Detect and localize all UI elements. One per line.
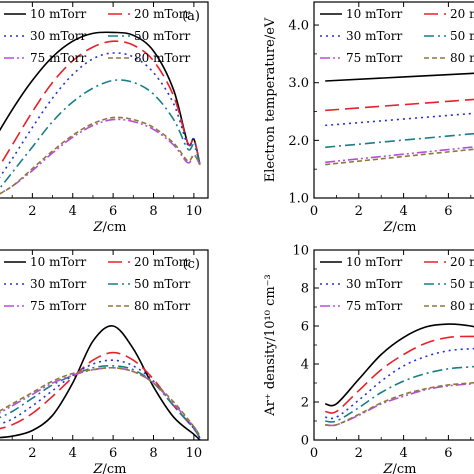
x-tick-label: 2 — [28, 204, 36, 219]
y-tick-label: 8 — [301, 282, 309, 297]
series-line-30-mtorr — [325, 347, 474, 420]
x-tick-label: 4 — [69, 446, 77, 461]
x-tick-label: 6 — [444, 204, 452, 219]
series-line-50-mtorr — [0, 365, 201, 439]
legend-label: 10 mTorr — [30, 7, 86, 21]
legend-label: 50 mT — [450, 277, 474, 291]
y-tick-label: 10 — [292, 244, 309, 259]
series-line-20-mtorr — [325, 335, 474, 414]
y-tick-label: 4 — [301, 358, 309, 373]
series-line-80-mtorr — [0, 116, 201, 195]
series-line-20-mtorr — [0, 40, 201, 167]
legend-label: 50 mTorr — [134, 29, 190, 43]
x-tick-label: 6 — [109, 204, 117, 219]
y-tick-label: 6 — [301, 320, 309, 335]
y-tick-label: 2.0 — [288, 134, 309, 149]
legend-label: 30 mTorr — [346, 277, 402, 291]
y-tick-label: 2 — [301, 396, 309, 411]
legend-label: 80 mTorr — [134, 299, 190, 313]
series-line-50-mtorr — [0, 79, 201, 190]
series-line-30-mtorr — [325, 112, 474, 127]
panel-tag: (a) — [182, 9, 200, 24]
series-line-50-mtorr — [325, 132, 474, 149]
x-tick-label: 0 — [310, 204, 318, 219]
legend-label: 80 mTorr — [450, 51, 474, 65]
y-tick-label: 4.0 — [288, 19, 309, 34]
series-line-75-mtorr — [0, 118, 201, 195]
series-line-80-mtorr — [325, 148, 474, 166]
series-group — [325, 323, 474, 427]
x-axis-title: Z/cm — [382, 220, 416, 235]
plot-frame — [0, 1, 209, 199]
series-line-10-mtorr — [325, 72, 474, 82]
series-line-30-mtorr — [0, 52, 201, 179]
series-group — [325, 72, 474, 166]
x-axis-title: Z/cm — [92, 462, 126, 474]
x-tick-label: 2 — [28, 446, 36, 461]
legend-label: 50 mTorr — [134, 277, 190, 291]
legend-label: 10 mTorr — [346, 255, 402, 269]
series-line-75-mtorr — [325, 146, 474, 164]
panel-d: 0 2 4 6 0 2 4 6 8 10 10 mTorr 20 mT 30 mTorr 50 mT 75 … — [263, 244, 474, 474]
legend-label: 10 mTorr — [346, 7, 402, 21]
legend-label: 80 mTorr — [134, 51, 190, 65]
x-tick-label: 6 — [109, 446, 117, 461]
legend-label: 20 mT — [450, 255, 474, 269]
legend-label: 50 mTorr — [450, 29, 474, 43]
x-axis-title: Z/cm — [92, 220, 126, 235]
y-tick-label: 0 — [301, 434, 309, 449]
plot-frame — [0, 249, 209, 441]
legend-label: 75 mTorr — [346, 51, 402, 65]
legend-label: 80 mT — [450, 299, 474, 313]
x-tick-label: 2 — [355, 446, 363, 461]
legend-label: 30 mTorr — [30, 277, 86, 291]
panel-b: 0 2 4 6 1.0 2.0 3.0 4.0 10 mTorr 20 mTorr 30 mTorr… — [263, 1, 474, 235]
series-line-10-mtorr — [325, 323, 474, 407]
legend-label: 30 mTorr — [346, 29, 402, 43]
series-line-80-mtorr — [0, 366, 201, 437]
panel-a: 2 4 6 8 10 10 mTorr 20 mTorr 30 mTorr 50 mTorr 75… — [0, 1, 209, 235]
series-group — [0, 325, 201, 440]
series-line-10-mtorr — [0, 325, 201, 440]
y-tick-label: 3.0 — [288, 76, 309, 91]
plot-frame — [313, 1, 474, 199]
series-group — [0, 31, 201, 195]
series-line-20-mtorr — [325, 98, 474, 112]
x-tick-label: 10 — [186, 204, 203, 219]
series-line-80-mtorr — [325, 381, 474, 427]
series-line-30-mtorr — [0, 359, 201, 439]
x-tick-label: 6 — [444, 446, 452, 461]
series-line-75-mtorr — [325, 382, 474, 427]
x-tick-label: 8 — [149, 204, 157, 219]
legend-label: 20 mTorr — [450, 7, 474, 21]
x-tick-label: 0 — [310, 446, 318, 461]
x-tick-label: 4 — [399, 204, 407, 219]
y-axis-title: Electron temperature/eV — [263, 17, 278, 182]
panel-c: 2 4 6 8 10 10 mTorr 20 mTorr 30 mTorr 50 mTorr 75… — [0, 249, 209, 474]
legend-label: 30 mTorr — [30, 29, 86, 43]
series-line-50-mtorr — [325, 365, 474, 423]
x-tick-label: 2 — [355, 204, 363, 219]
x-axis-title: Z/cm — [382, 462, 416, 474]
x-tick-label: 10 — [186, 446, 203, 461]
y-axis-title: Ar⁺ density/10¹⁰ cm⁻³ — [263, 274, 278, 417]
y-tick-label: 1.0 — [288, 192, 309, 207]
legend-label: 75 mTorr — [30, 51, 86, 65]
legend-label: 10 mTorr — [30, 255, 86, 269]
legend-label: 20 mTorr — [134, 255, 190, 269]
x-tick-label: 4 — [399, 446, 407, 461]
panel-tag: (c) — [183, 257, 200, 272]
legend-label: 75 mTorr — [30, 299, 86, 313]
x-tick-label: 4 — [69, 204, 77, 219]
series-line-20-mtorr — [0, 351, 201, 439]
x-tick-label: 8 — [149, 446, 157, 461]
legend-label: 20 mTorr — [134, 7, 190, 21]
legend-label: 75 mTorr — [346, 299, 402, 313]
